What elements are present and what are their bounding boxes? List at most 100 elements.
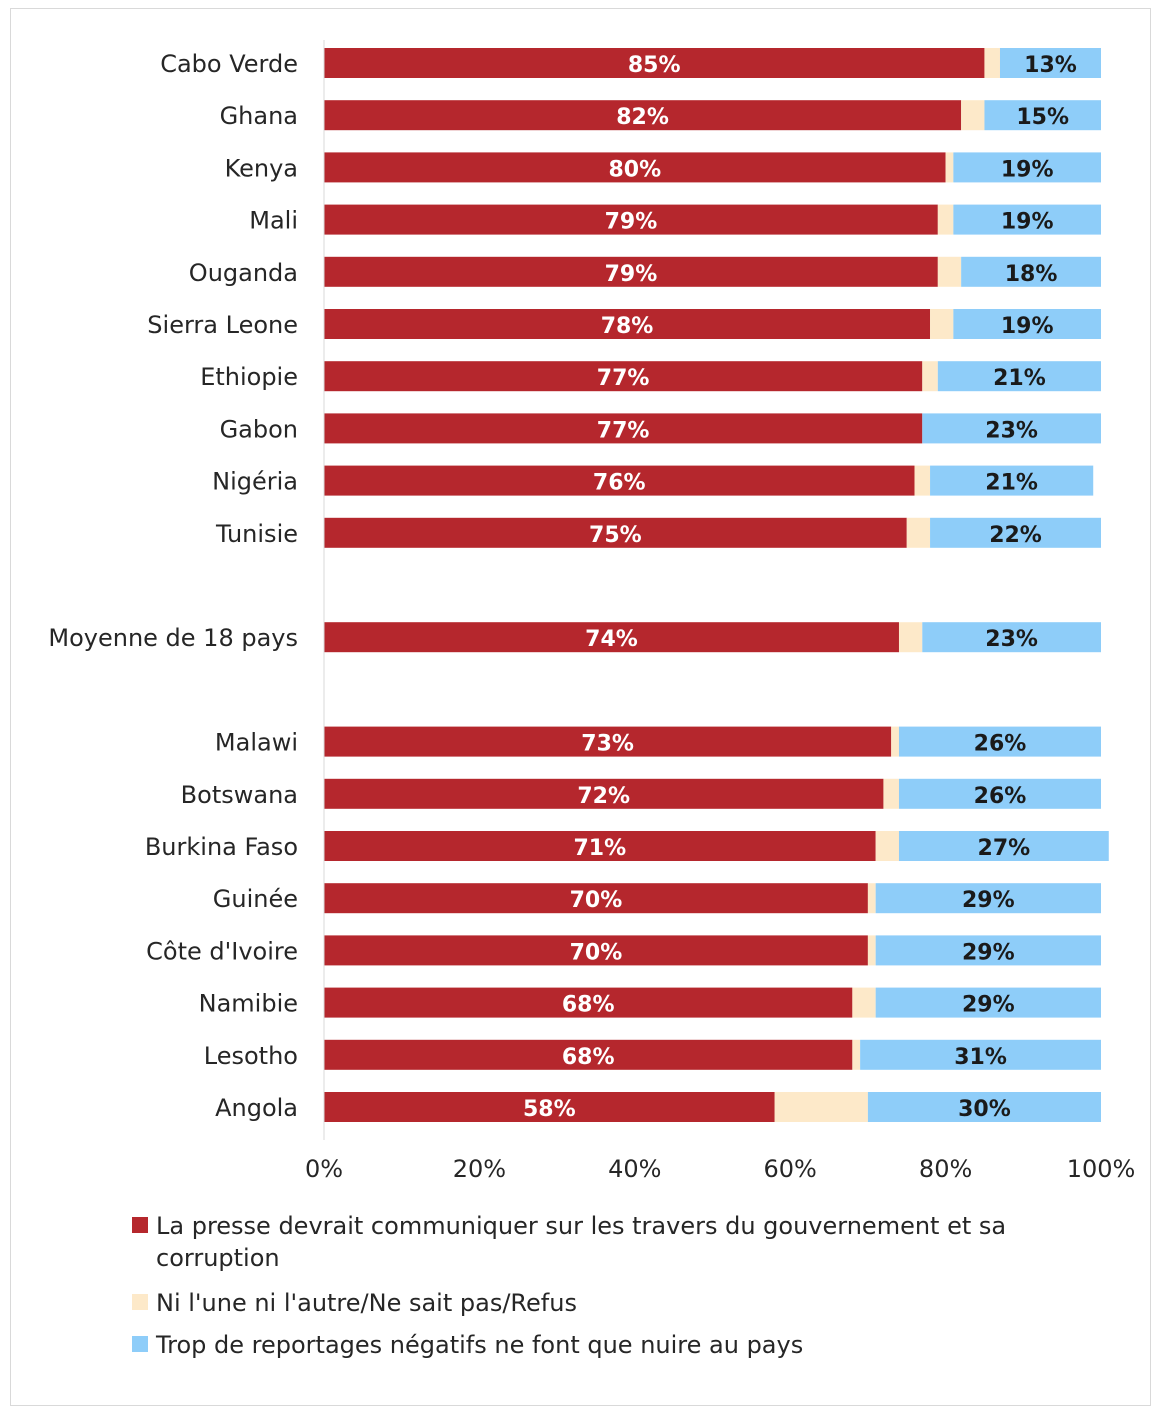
data-label-botswana-s0: 72%	[577, 784, 630, 809]
category-label-cabo-verde: Cabo Verde	[160, 50, 298, 78]
bar-segment-lesotho-s0	[324, 1039, 853, 1070]
bar-segment-guinee-s1	[867, 883, 876, 914]
bar-segment-cabo-verde-s0	[324, 48, 985, 78]
category-label-guinee: Guinée	[213, 885, 298, 913]
legend-item-press-should-report: La presse devrait communiquer sur les tr…	[132, 1210, 1092, 1274]
category-label-sierra-leone: Sierra Leone	[147, 311, 298, 339]
category-label-kenya: Kenya	[225, 154, 298, 182]
bar-segment-kenya-s2	[953, 152, 1101, 183]
data-label-guinee-s0: 70%	[570, 888, 623, 913]
category-label-burkina-faso: Burkina Faso	[145, 833, 298, 861]
bar-segment-mali-s0	[324, 204, 938, 235]
bar-segment-nigeria-s2	[930, 465, 1094, 496]
data-label-malawi-s2: 26%	[974, 732, 1027, 757]
bar-segment-ghana-s2	[984, 100, 1101, 131]
bar-segment-lesotho-s2	[860, 1039, 1101, 1070]
bar-segment-ghana-s0	[324, 100, 962, 131]
bar-segment-moyenne-de-18-pays-s1	[898, 622, 923, 653]
bar-segment-botswana-s0	[324, 778, 884, 809]
bar-segment-tunisie-s0	[324, 517, 907, 548]
data-label-burkina-faso-s0: 71%	[573, 836, 626, 861]
category-label-ouganda: Ouganda	[189, 259, 298, 287]
x-tick-label: 80%	[919, 1155, 972, 1183]
data-label-mali-s2: 19%	[1001, 210, 1054, 235]
data-label-burkina-faso-s2: 27%	[978, 836, 1031, 861]
bar-segment-kenya-s0	[324, 152, 946, 183]
data-label-moyenne-de-18-pays-s0: 74%	[585, 627, 638, 652]
bar-segment-gabon-s2	[922, 413, 1101, 444]
bar-segment-botswana-s1	[883, 778, 899, 809]
legend-swatch-blue	[132, 1336, 148, 1352]
bar-segment-malawi-s0	[324, 726, 892, 757]
category-label-malawi: Malawi	[215, 729, 298, 757]
bar-segment-lesotho-s1	[852, 1039, 861, 1070]
bar-segment-namibie-s0	[324, 987, 853, 1018]
bar-segment-ghana-s1	[961, 100, 985, 131]
legend-item-neither: Ni l'une ni l'autre/Ne sait pas/Refus	[132, 1287, 1092, 1319]
bar-segment-cabo-verde-s2	[999, 48, 1101, 78]
bar-segment-mali-s1	[937, 204, 954, 235]
chart-frame	[10, 8, 1151, 1406]
category-label-tunisie: Tunisie	[215, 520, 298, 548]
legend-label: La presse devrait communiquer sur les tr…	[156, 1212, 1007, 1272]
bar-segment-tunisie-s1	[906, 517, 931, 548]
bar-segment-angola-s1	[774, 1092, 868, 1122]
data-label-cabo-verde-s0: 85%	[628, 53, 681, 78]
data-label-ouganda-s0: 79%	[605, 262, 658, 287]
bar-segment-namibie-s2	[875, 987, 1101, 1018]
category-label-nigeria: Nigéria	[212, 468, 298, 496]
data-label-moyenne-de-18-pays-s2: 23%	[985, 627, 1038, 652]
data-label-sierra-leone-s2: 19%	[1001, 314, 1054, 339]
data-label-namibie-s2: 29%	[962, 993, 1015, 1018]
category-label-botswana: Botswana	[181, 781, 298, 809]
data-label-kenya-s0: 80%	[608, 157, 661, 182]
bar-segment-kenya-s1	[945, 152, 954, 183]
category-label-lesotho: Lesotho	[204, 1042, 298, 1070]
data-label-ghana-s2: 15%	[1016, 105, 1069, 130]
data-label-cote-d-ivoire-s0: 70%	[570, 940, 623, 965]
bar-segment-nigeria-s1	[914, 465, 931, 496]
data-label-guinee-s2: 29%	[962, 888, 1015, 913]
bar-segment-sierra-leone-s0	[324, 309, 931, 339]
data-label-mali-s0: 79%	[605, 210, 658, 235]
x-tick-label: 0%	[305, 1155, 343, 1183]
bar-segment-ethiopie-s1	[922, 361, 938, 392]
legend-label: Ni l'une ni l'autre/Ne sait pas/Refus	[156, 1289, 577, 1317]
data-label-ethiopie-s2: 21%	[993, 366, 1046, 391]
bar-segment-sierra-leone-s1	[930, 309, 954, 339]
bar-segment-burkina-faso-s0	[324, 831, 876, 861]
data-label-tunisie-s2: 22%	[989, 523, 1042, 548]
data-label-gabon-s2: 23%	[985, 418, 1038, 443]
data-label-cabo-verde-s2: 13%	[1024, 53, 1077, 78]
data-label-angola-s0: 58%	[523, 1097, 576, 1122]
x-tick-label: 40%	[608, 1155, 661, 1183]
data-label-nigeria-s0: 76%	[593, 471, 646, 496]
data-label-malawi-s0: 73%	[581, 732, 634, 757]
bar-segment-guinee-s0	[324, 883, 868, 914]
data-label-lesotho-s0: 68%	[562, 1045, 615, 1070]
bar-segment-namibie-s1	[852, 987, 876, 1018]
bar-segment-burkina-faso-s2	[898, 831, 1109, 861]
bar-segment-malawi-s2	[898, 726, 1101, 757]
category-label-moyenne-de-18-pays: Moyenne de 18 pays	[48, 624, 298, 652]
data-label-angola-s2: 30%	[958, 1097, 1011, 1122]
x-tick-label: 20%	[453, 1155, 506, 1183]
bar-segment-ethiopie-s2	[937, 361, 1101, 392]
legend-swatch-beige	[132, 1294, 148, 1310]
category-label-ghana: Ghana	[220, 102, 298, 130]
bar-segment-tunisie-s2	[930, 517, 1101, 548]
legend-swatch-red	[132, 1217, 148, 1233]
bar-segment-ethiopie-s0	[324, 361, 923, 392]
bar-segment-guinee-s2	[875, 883, 1101, 914]
bar-segment-ouganda-s2	[961, 256, 1101, 287]
data-label-tunisie-s0: 75%	[589, 523, 642, 548]
data-label-kenya-s2: 19%	[1001, 157, 1054, 182]
x-tick-label: 100%	[1067, 1155, 1136, 1183]
data-label-namibie-s0: 68%	[562, 993, 615, 1018]
data-label-sierra-leone-s0: 78%	[601, 314, 654, 339]
bar-segment-ouganda-s1	[937, 256, 962, 287]
category-label-cote-d-ivoire: Côte d'Ivoire	[146, 937, 298, 965]
bar-segment-cabo-verde-s1	[984, 48, 1000, 78]
bar-segment-moyenne-de-18-pays-s0	[324, 622, 899, 653]
